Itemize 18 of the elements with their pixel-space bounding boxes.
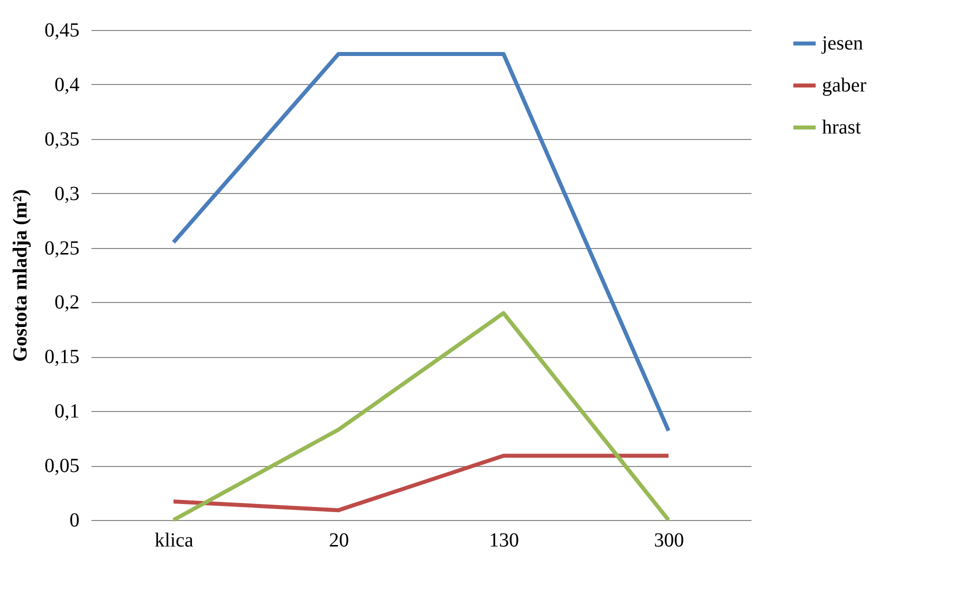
- y-tick-label: 0,25: [44, 237, 80, 260]
- y-tick-label: 0,05: [44, 455, 80, 478]
- y-tick-label: 0,1: [54, 400, 80, 423]
- y-tick-label: 0,4: [54, 74, 80, 96]
- x-tick-label: klica: [154, 530, 194, 552]
- y-axis-title: Gostota mladja (m²): [10, 189, 32, 362]
- legend-label: hrast: [822, 116, 862, 138]
- x-tick-label: 300: [654, 530, 684, 552]
- y-tick-label: 0,3: [54, 182, 80, 205]
- y-tick-label: 0,15: [44, 346, 80, 368]
- y-tick-label: 0,45: [44, 20, 80, 42]
- x-tick-label: 20: [329, 530, 349, 552]
- legend-label: gaber: [822, 74, 867, 96]
- y-tick-label: 0,2: [54, 292, 80, 314]
- y-tick-label: 0: [70, 510, 80, 532]
- x-tick-label: 130: [489, 530, 519, 552]
- legend-label: jesen: [821, 32, 864, 54]
- y-tick-label: 0,35: [44, 128, 80, 150]
